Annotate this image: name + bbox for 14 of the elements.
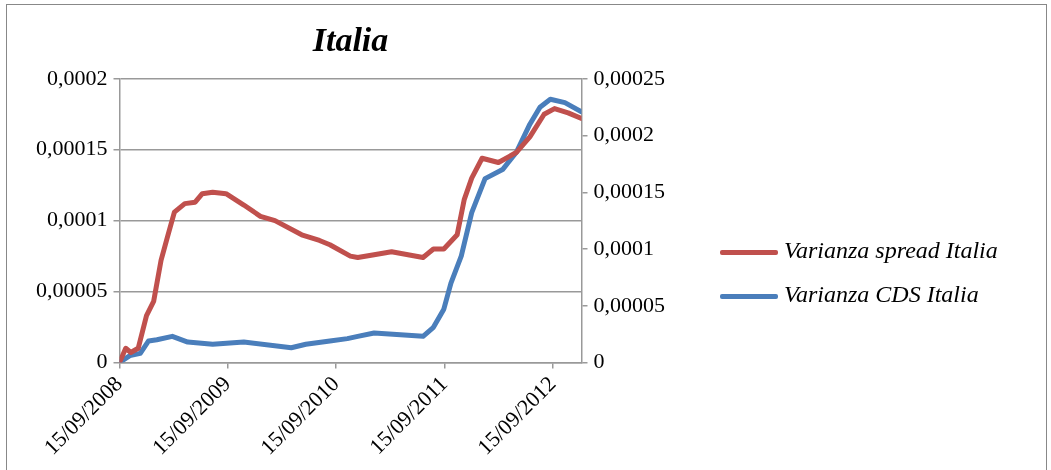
y-tick-label: 0,00005 [36,277,108,303]
y2-tick-label: 0,0002 [593,121,654,147]
y2-tick-label: 0,0001 [593,234,654,260]
y2-tick-label: 0,00015 [593,178,665,204]
y-tick-label: 0,00015 [36,135,108,161]
y-tick-label: 0,0001 [47,206,108,232]
y-tick-label: 0 [96,348,108,374]
chart-title: Italia [311,21,389,59]
legend-label: Varianza CDS Italia [784,281,979,307]
y-tick-label: 0,0002 [47,64,108,90]
y2-tick-label: 0,00005 [593,291,665,317]
legend-label: Varianza spread Italia [784,237,998,263]
y2-tick-label: 0 [593,348,605,374]
y2-tick-label: 0,00025 [593,64,665,90]
